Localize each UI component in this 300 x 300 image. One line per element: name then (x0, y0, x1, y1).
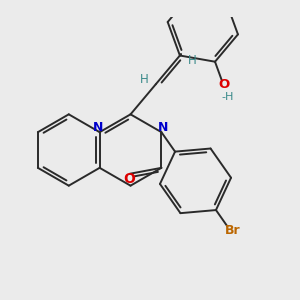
Text: -H: -H (222, 92, 234, 102)
Text: Br: Br (225, 224, 240, 237)
Text: N: N (158, 121, 169, 134)
Text: O: O (218, 79, 230, 92)
Text: H: H (188, 55, 197, 68)
Text: O: O (123, 172, 135, 186)
Text: N: N (93, 121, 103, 134)
Text: H: H (140, 73, 148, 86)
